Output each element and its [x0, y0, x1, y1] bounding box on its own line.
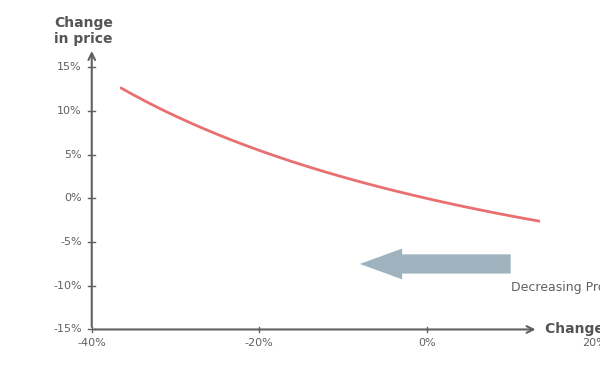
Text: -10%: -10%	[53, 281, 82, 291]
Text: Change
in price: Change in price	[54, 16, 113, 46]
Text: 0%: 0%	[418, 338, 436, 348]
Text: -15%: -15%	[53, 325, 82, 334]
FancyArrow shape	[360, 249, 511, 279]
Text: -5%: -5%	[60, 237, 82, 247]
Text: Change in Volume: Change in Volume	[545, 321, 600, 336]
Text: 0%: 0%	[64, 193, 82, 203]
Text: -20%: -20%	[245, 338, 274, 348]
Text: 10%: 10%	[57, 106, 82, 116]
Text: -40%: -40%	[77, 338, 106, 348]
Text: 5%: 5%	[64, 150, 82, 160]
Text: 15%: 15%	[57, 62, 82, 73]
Text: 20%: 20%	[582, 338, 600, 348]
Text: Decreasing Profits: Decreasing Profits	[511, 280, 600, 294]
